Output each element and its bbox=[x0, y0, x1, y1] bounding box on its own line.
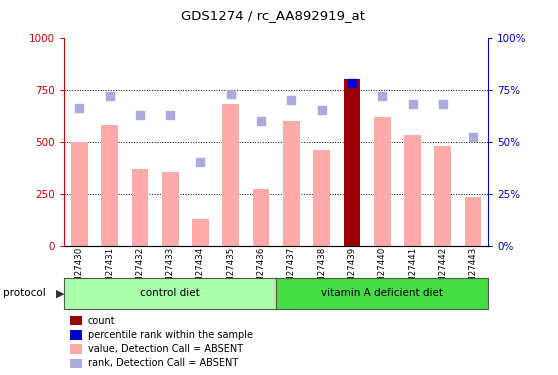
Text: percentile rank within the sample: percentile rank within the sample bbox=[88, 330, 253, 340]
Bar bbox=[192, 219, 209, 246]
Text: value, Detection Call = ABSENT: value, Detection Call = ABSENT bbox=[88, 344, 243, 354]
Bar bbox=[132, 169, 148, 246]
Point bbox=[196, 159, 205, 165]
Bar bbox=[465, 197, 482, 246]
Bar bbox=[101, 125, 118, 246]
Bar bbox=[313, 150, 330, 246]
Bar bbox=[344, 79, 360, 246]
Text: GDS1274 / rc_AA892919_at: GDS1274 / rc_AA892919_at bbox=[181, 9, 365, 22]
Point bbox=[287, 97, 296, 103]
Point bbox=[166, 111, 175, 117]
Bar bbox=[223, 104, 239, 246]
Point bbox=[105, 93, 114, 99]
Point bbox=[348, 80, 357, 86]
Point bbox=[378, 93, 387, 99]
Bar bbox=[435, 146, 451, 246]
Bar bbox=[71, 142, 88, 246]
Text: control diet: control diet bbox=[140, 288, 200, 298]
Bar bbox=[374, 117, 391, 246]
Point bbox=[408, 101, 417, 107]
Text: vitamin A deficient diet: vitamin A deficient diet bbox=[321, 288, 443, 298]
Text: ▶: ▶ bbox=[56, 288, 65, 298]
Point bbox=[136, 111, 145, 117]
Point bbox=[227, 91, 235, 97]
Text: rank, Detection Call = ABSENT: rank, Detection Call = ABSENT bbox=[88, 358, 238, 368]
Point bbox=[317, 107, 326, 113]
Point bbox=[439, 101, 448, 107]
Text: protocol: protocol bbox=[3, 288, 46, 298]
Point bbox=[469, 134, 478, 140]
Point bbox=[257, 118, 266, 124]
Point bbox=[75, 105, 84, 111]
Bar bbox=[283, 121, 300, 246]
Bar bbox=[253, 189, 270, 246]
Text: count: count bbox=[88, 316, 116, 326]
Bar bbox=[162, 172, 179, 246]
Bar bbox=[404, 135, 421, 246]
